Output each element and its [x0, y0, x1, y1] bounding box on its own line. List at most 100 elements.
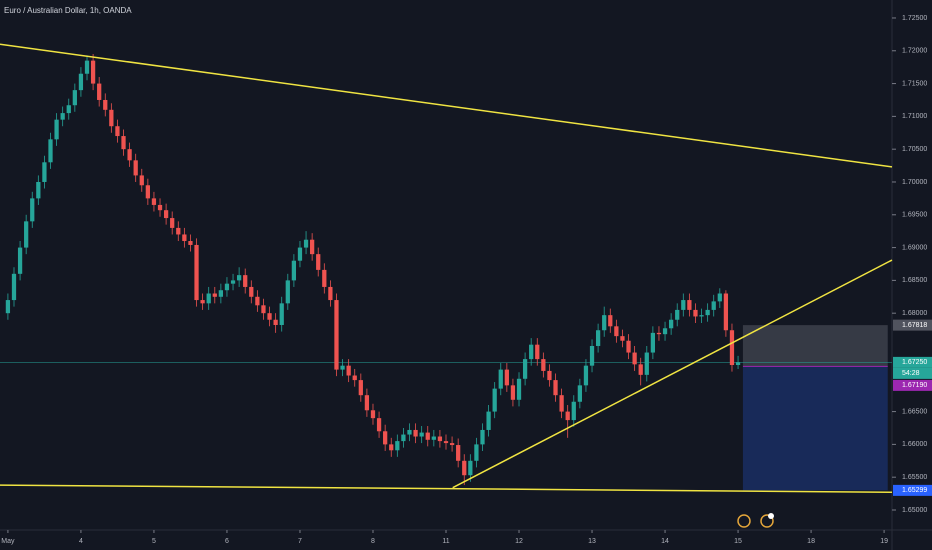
target-zone: [742, 325, 888, 367]
last-price-label-bg: [893, 356, 932, 368]
event-badge: [768, 513, 774, 519]
x-tick-label: 5: [152, 538, 156, 545]
candle-body: [145, 185, 150, 199]
x-tick-label: 11: [442, 538, 449, 545]
candle-body: [401, 434, 406, 442]
y-tick-label: 1.68000: [902, 310, 927, 317]
y-tick-label: 1.71000: [902, 113, 927, 120]
candle-body: [693, 309, 698, 317]
candle-body: [456, 445, 461, 461]
x-tick-label: 6: [225, 538, 229, 545]
x-tick-label: 18: [807, 538, 815, 545]
candle-body: [48, 139, 53, 163]
candle-body: [602, 315, 607, 331]
candle-body: [620, 336, 625, 341]
candle-body: [285, 280, 290, 304]
entry-label: 1.67190: [902, 382, 927, 389]
y-tick-label: 1.72000: [902, 48, 927, 55]
candle-body: [364, 395, 370, 411]
candle-body: [249, 286, 254, 297]
x-tick-label: 19: [880, 538, 888, 545]
x-tick-label: May: [1, 538, 15, 545]
candle-body: [224, 283, 230, 291]
candle-body: [133, 160, 138, 176]
candle-body: [699, 315, 704, 317]
x-tick-label: 4: [79, 538, 83, 545]
x-tick-label: 14: [661, 538, 669, 545]
candle-body: [626, 340, 631, 353]
candle-body: [656, 332, 662, 335]
candle-body: [595, 330, 601, 346]
candle-body: [66, 105, 71, 114]
candle-body: [255, 296, 260, 306]
stop-zone: [742, 366, 888, 491]
candle-body: [267, 313, 272, 320]
candle-body: [36, 181, 41, 199]
candle-body: [644, 352, 649, 375]
candle-body: [11, 273, 17, 301]
candle-body: [529, 344, 534, 360]
candle-body: [687, 300, 692, 310]
candle-body: [608, 315, 613, 327]
candle-body: [419, 432, 424, 437]
event-icon[interactable]: [737, 514, 751, 528]
candle-body: [675, 309, 680, 320]
candle-body: [468, 460, 473, 476]
last-price-label: 1.67250: [902, 359, 927, 366]
x-tick-label: 7: [298, 538, 302, 545]
candle-body: [151, 198, 157, 205]
y-tick-label: 1.70500: [902, 146, 927, 153]
y-tick-label: 1.72500: [902, 15, 927, 22]
candle-body: [383, 431, 388, 445]
y-tick-label: 1.69000: [902, 244, 927, 251]
candle-body: [121, 136, 126, 150]
candle-body: [157, 204, 163, 211]
candle-body: [97, 83, 102, 100]
candle-body: [139, 175, 144, 186]
y-tick-label: 1.65500: [902, 474, 927, 481]
candle-body: [200, 300, 205, 304]
candle-body: [431, 436, 436, 440]
candle-body: [352, 375, 357, 381]
candle-body: [218, 290, 223, 297]
candle-body: [78, 73, 84, 91]
candle-body: [115, 126, 120, 137]
candle-body: [90, 60, 96, 84]
candle-body: [480, 429, 485, 445]
candle-body: [669, 319, 674, 329]
candle-body: [474, 444, 479, 461]
candle-body: [723, 293, 729, 331]
candle-body: [681, 300, 686, 310]
candle-body: [735, 362, 741, 366]
candle-body: [565, 411, 570, 421]
candle-body: [425, 432, 430, 440]
candle-body: [443, 441, 449, 444]
candle-body: [407, 429, 412, 435]
y-tick-label: 1.71500: [902, 80, 927, 87]
candle-body: [516, 378, 522, 400]
candle-body: [72, 90, 77, 106]
candle-body: [206, 293, 211, 304]
entry-label-bg: [893, 379, 932, 391]
candle-body: [535, 344, 540, 360]
target-label: 1.67818: [902, 322, 927, 329]
candle-body: [370, 410, 376, 419]
candle-body: [84, 60, 90, 74]
candle-body: [109, 109, 114, 127]
candle-body: [17, 247, 23, 274]
candle-body: [24, 221, 29, 248]
event-icons[interactable]: [737, 513, 774, 528]
candle-body: [632, 352, 637, 365]
x-tick-label: 8: [371, 538, 375, 545]
y-tick-label: 1.69500: [902, 212, 927, 219]
candle-body: [42, 162, 47, 182]
candle-body: [273, 319, 278, 325]
candle-body: [729, 330, 735, 366]
candle-body: [303, 239, 309, 248]
candle-body: [322, 269, 327, 287]
candle-body: [212, 293, 217, 297]
candle-body: [188, 241, 193, 245]
candle-body: [182, 234, 187, 242]
